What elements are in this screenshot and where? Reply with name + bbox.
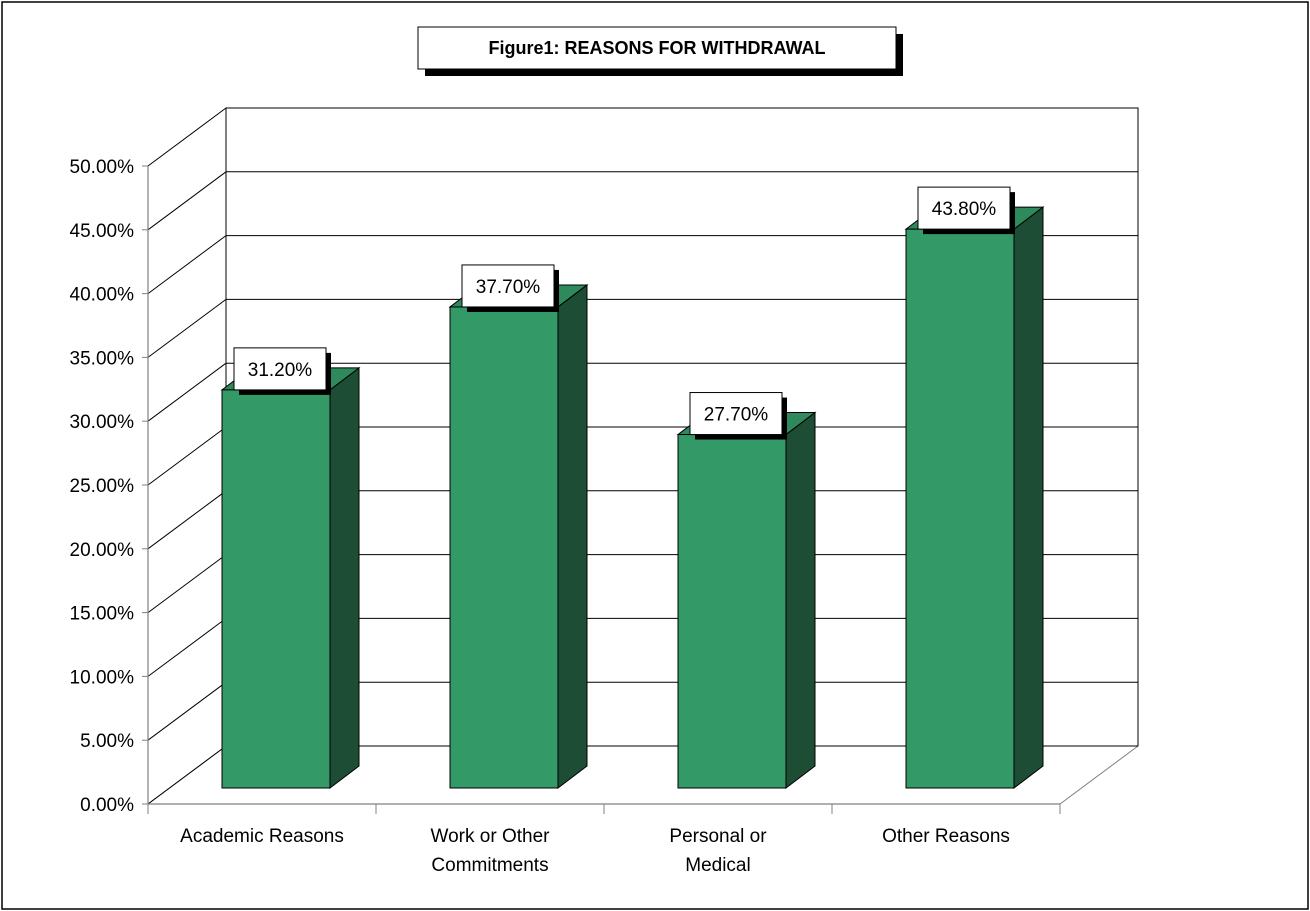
y-tick-label: 30.00% [70, 412, 135, 433]
data-label-box [689, 392, 783, 436]
gridline-side [147, 554, 227, 614]
data-label-text: 37.70% [476, 277, 541, 298]
data-label-box [233, 347, 327, 391]
y-tick-label: 20.00% [70, 540, 135, 561]
y-axis-ticks: 0.00% 5.00% 10.00% 15.00% 20.00% 25.00% 30.00%… [70, 157, 135, 816]
data-label-box [917, 186, 1011, 230]
bar-side [329, 366, 360, 790]
gridline-side [147, 426, 227, 486]
y-tick-label: 40.00% [70, 285, 135, 306]
bar [220, 366, 361, 790]
bar-side [1013, 206, 1044, 790]
x-category-label: Personal or [669, 826, 767, 847]
gridline-side [147, 490, 227, 550]
x-category-label: Other Reasons [882, 826, 1010, 847]
bar-side [557, 283, 588, 790]
bar [448, 283, 589, 790]
x-category-label: Academic Reasons [180, 826, 344, 847]
data-label-box [461, 264, 555, 308]
bar [904, 206, 1045, 790]
y-tick-label: 50.00% [70, 157, 135, 178]
gridline-side [147, 235, 227, 295]
x-category-label: Medical [685, 855, 750, 876]
x-category-label: Work or Other [431, 826, 551, 847]
bar-front [449, 306, 559, 789]
data-label: 27.70% [689, 392, 787, 440]
gridline-side [147, 745, 227, 805]
gridline-side [147, 171, 227, 231]
chart-title-box: Figure1: REASONS FOR WITHDRAWAL [417, 26, 903, 76]
bar-front [221, 389, 331, 789]
bars [220, 206, 1045, 790]
gridline-side [147, 617, 227, 677]
y-tick-label: 25.00% [70, 476, 135, 497]
gridline-side [147, 362, 227, 422]
bar-front [677, 434, 787, 789]
bar-front [905, 228, 1015, 789]
x-category-label: Commitments [431, 855, 548, 876]
data-label-text: 31.20% [248, 360, 313, 381]
x-axis-categories: Academic Reasons Work or Other Commitments… [180, 826, 1010, 876]
data-label-text: 27.70% [704, 405, 769, 426]
chart-title: Figure1: REASONS FOR WITHDRAWAL [489, 38, 826, 58]
y-tick-label: 10.00% [70, 667, 135, 688]
data-label-text: 43.80% [932, 199, 997, 220]
data-label: 31.20% [233, 347, 331, 395]
gridline-side [147, 298, 227, 358]
data-label: 37.70% [461, 264, 559, 312]
bar-side [785, 411, 816, 790]
y-tick-label: 45.00% [70, 221, 135, 242]
bar [676, 411, 817, 790]
y-tick-label: 35.00% [70, 348, 135, 369]
y-tick-label: 15.00% [70, 604, 135, 625]
gridline-side [147, 107, 227, 167]
y-tick-label: 0.00% [80, 795, 134, 816]
gridline-side [147, 681, 227, 741]
y-tick-label: 5.00% [80, 731, 134, 752]
data-labels: 31.20% 37.70% 27.70% 43.80% [233, 186, 1015, 440]
axes [142, 165, 1061, 814]
data-label: 43.80% [917, 186, 1015, 235]
